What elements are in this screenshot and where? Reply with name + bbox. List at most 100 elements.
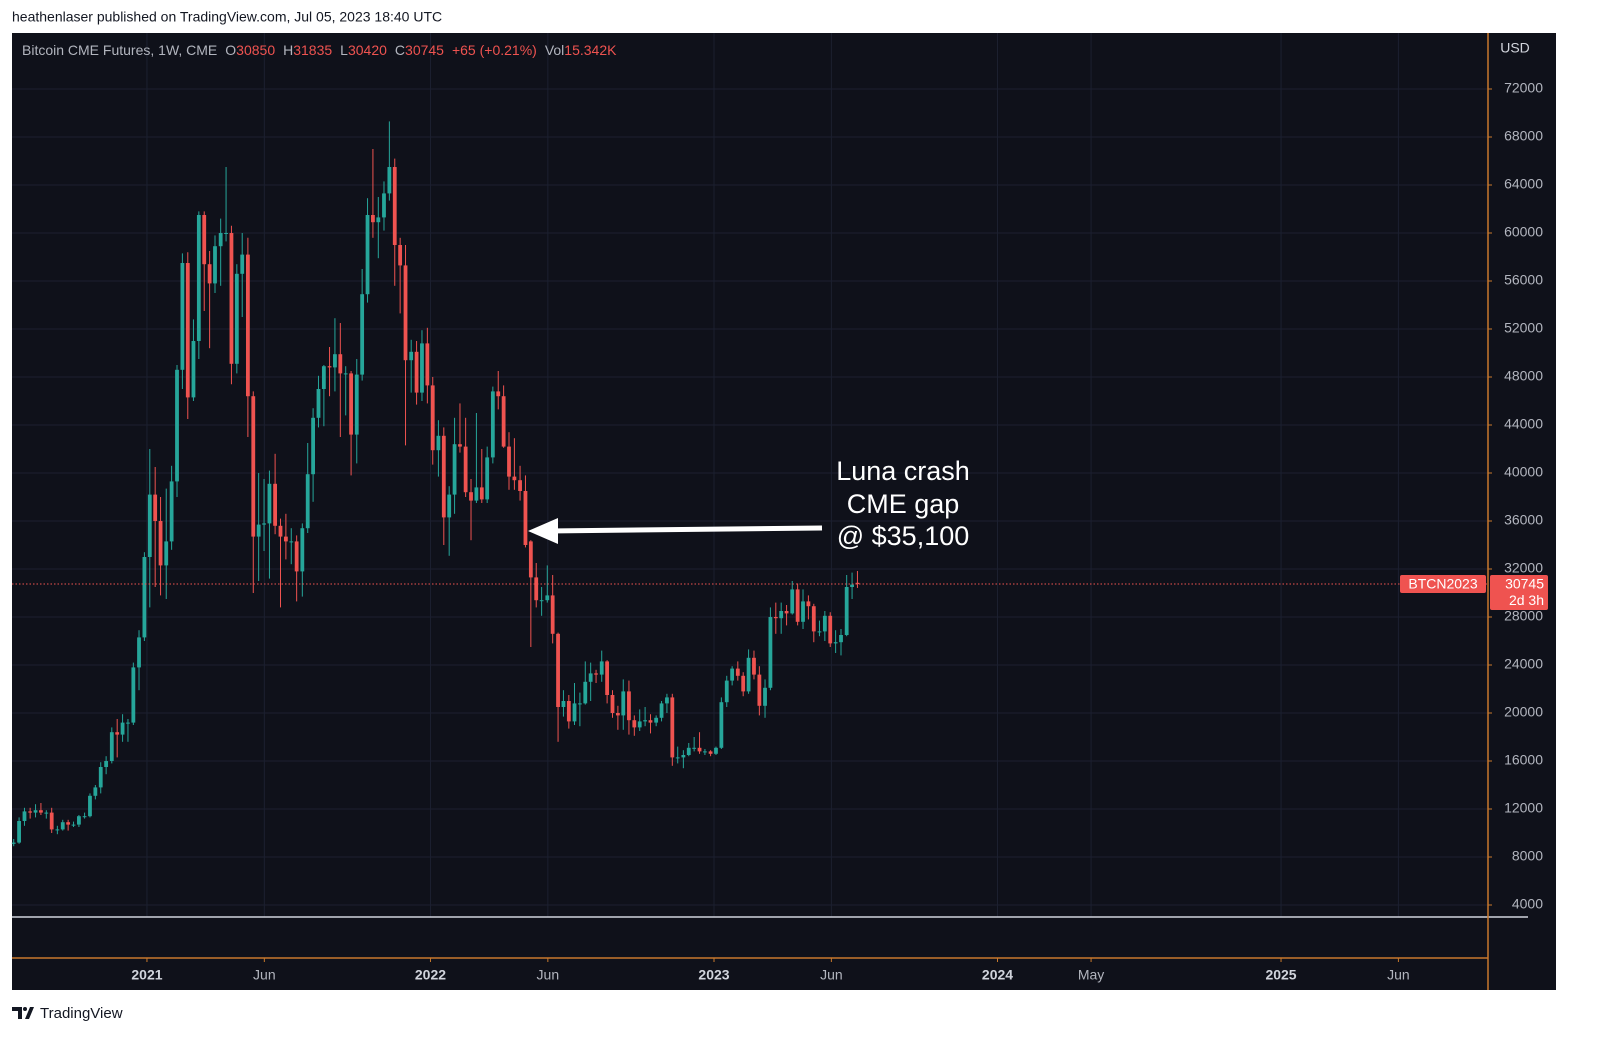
legend: Bitcoin CME Futures, 1W, CME O30850 H31835… [22, 42, 617, 58]
volume-label: Vol [545, 42, 564, 58]
candle-body [708, 751, 713, 754]
candle-body [77, 816, 81, 825]
open-value: 30850 [236, 42, 275, 58]
y-tick-label: 36000 [1504, 512, 1543, 528]
candle-body [572, 703, 577, 722]
publisher-line: heathenlaser published on TradingView.co… [12, 9, 442, 25]
candle-body [376, 217, 381, 223]
candle-body [599, 661, 604, 675]
annotation-line: CME gap [847, 489, 960, 519]
candle-body [681, 755, 686, 758]
candle-body [479, 487, 484, 500]
candle-body [185, 263, 190, 398]
candle-body [768, 617, 773, 688]
candle-body [327, 366, 332, 368]
candle-body [267, 483, 272, 524]
open-label: O [225, 42, 236, 58]
candle-body [278, 525, 283, 537]
candle-body [577, 703, 582, 705]
candle-body [817, 631, 822, 633]
candle-body [746, 657, 751, 692]
candle-body [556, 633, 560, 708]
candle-body [735, 668, 740, 676]
candle-body [354, 374, 359, 435]
x-tick-label: 2023 [698, 967, 729, 983]
candle-body [98, 767, 103, 788]
candle-body [39, 810, 43, 813]
candle-body [360, 294, 365, 375]
candle-body [430, 385, 435, 451]
overlay: 4000 8000 12000 16000 20000 24000 28000 32000 36… [12, 80, 1548, 983]
candle-body [300, 528, 305, 572]
y-tick-label: 32000 [1504, 560, 1543, 576]
candle-body [137, 637, 141, 668]
candle-body [496, 391, 501, 397]
candle-body [850, 584, 854, 588]
candle-body [213, 246, 217, 284]
candle-body [158, 521, 163, 566]
candle-body [643, 720, 647, 722]
candle-body [82, 816, 87, 818]
candle-body [262, 523, 266, 525]
annotation: Luna crash CME gap @ $35,100 [528, 456, 970, 551]
candle-body [66, 822, 71, 825]
candle-body [343, 373, 348, 375]
annotation-line: Luna crash [836, 456, 970, 486]
currency: USD [1500, 40, 1530, 56]
candle-body [207, 264, 212, 284]
candle-body [283, 536, 288, 542]
candle-body [441, 435, 446, 518]
candle-body [289, 541, 294, 543]
candle-body [697, 747, 702, 752]
candle-body [539, 600, 544, 602]
candle-body [196, 215, 201, 342]
y-tick-label: 64000 [1504, 176, 1543, 192]
candle-body [610, 695, 615, 714]
candle-body [659, 703, 664, 718]
annotation-arrow [547, 525, 823, 534]
candle-body [627, 691, 631, 721]
candle-body [741, 675, 746, 692]
candle-body [501, 396, 506, 447]
candle-body [398, 245, 403, 266]
y-tick-label: 16000 [1504, 752, 1543, 768]
x-tick-label: 2022 [415, 967, 446, 983]
candle-body [425, 343, 430, 386]
candles [11, 121, 860, 847]
candle-body [49, 812, 54, 830]
candle-body [240, 254, 245, 274]
candle-body [382, 193, 386, 218]
candle-body [175, 369, 179, 482]
candle-body [507, 446, 511, 477]
candle-body [844, 587, 849, 636]
candle-body [490, 391, 495, 458]
candle-body [338, 354, 343, 374]
candle-body [104, 761, 109, 768]
candle-body [17, 821, 21, 843]
candle-body [55, 829, 60, 831]
x-tick-label: Jun [537, 967, 560, 983]
candle-body [273, 483, 278, 526]
candle-body [855, 582, 860, 585]
candle-body [147, 494, 152, 558]
candle-body [763, 687, 767, 706]
candle-body [528, 541, 533, 578]
candle-body [131, 667, 136, 723]
candle-body [795, 589, 800, 622]
y-tick-label: 56000 [1504, 272, 1543, 288]
candle-body [316, 389, 321, 418]
ticker-badge-bg [1400, 575, 1486, 594]
candle-body [621, 691, 626, 716]
candle-body [719, 702, 724, 748]
y-tick-label: 12000 [1504, 800, 1543, 816]
annotation-line: @ $35,100 [837, 521, 970, 551]
candle-body [757, 674, 762, 706]
candle-body [833, 642, 838, 644]
candle-body [588, 673, 593, 682]
x-tick-label: 2021 [131, 967, 162, 983]
candle-body [333, 354, 337, 368]
candle-body [71, 824, 76, 826]
y-tick-label: 8000 [1512, 848, 1543, 864]
candle-body [550, 595, 555, 634]
